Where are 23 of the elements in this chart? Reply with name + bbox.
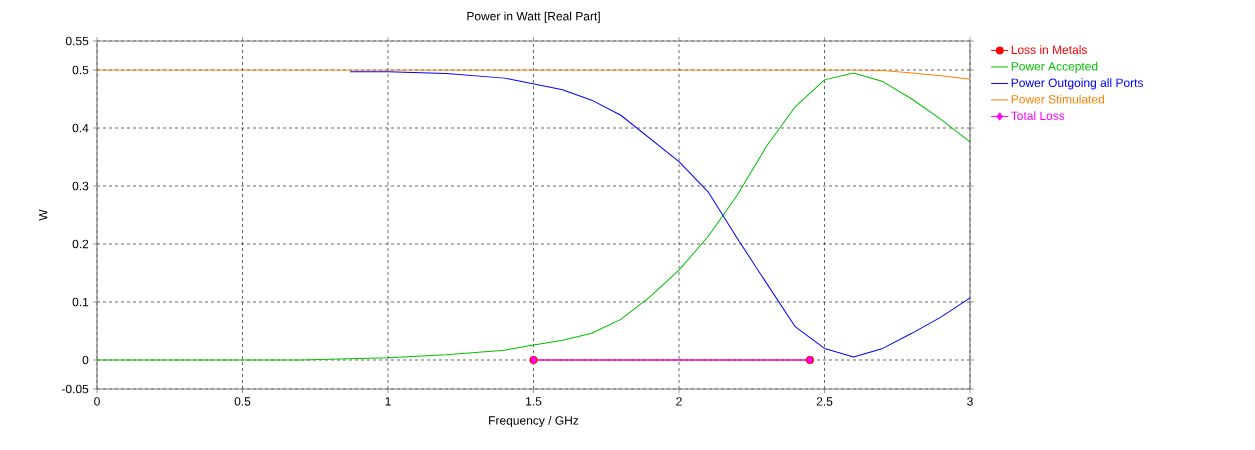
x-tick-label: 0 [94, 397, 100, 406]
x-tick-label: 1 [385, 397, 391, 406]
x-tick-label: 1.5 [526, 397, 542, 406]
legend-label: Power Stimulated [1011, 94, 1104, 104]
legend-label: Power Outgoing all Ports [1011, 78, 1144, 90]
y-tick-label: 0.2 [72, 239, 89, 249]
x-tick-label: 3 [967, 397, 973, 406]
y-tick-label: -0.05 [61, 384, 89, 394]
legend-label: Total Loss [1011, 111, 1065, 120]
x-tick-label: 2.5 [816, 397, 833, 406]
chart-title: Power in Watt [Real Part] [467, 11, 600, 23]
x-axis-title: Frequency / GHz [489, 415, 579, 428]
x-tick-label: 0.5 [234, 397, 251, 406]
y-tick-label: 0.1 [72, 297, 89, 307]
y-tick-label: 0.55 [65, 36, 89, 46]
y-tick-label: 0.3 [72, 181, 89, 191]
y-tick-label: 0.5 [72, 65, 89, 75]
y-tick-label: 0.4 [72, 123, 89, 133]
legend-label: Power Accepted [1011, 61, 1098, 73]
y-tick-label: 0 [82, 355, 89, 365]
y-axis-title: W [39, 209, 48, 221]
x-tick-label: 2 [676, 397, 682, 406]
legend-label: Loss in Metals [1011, 45, 1087, 55]
